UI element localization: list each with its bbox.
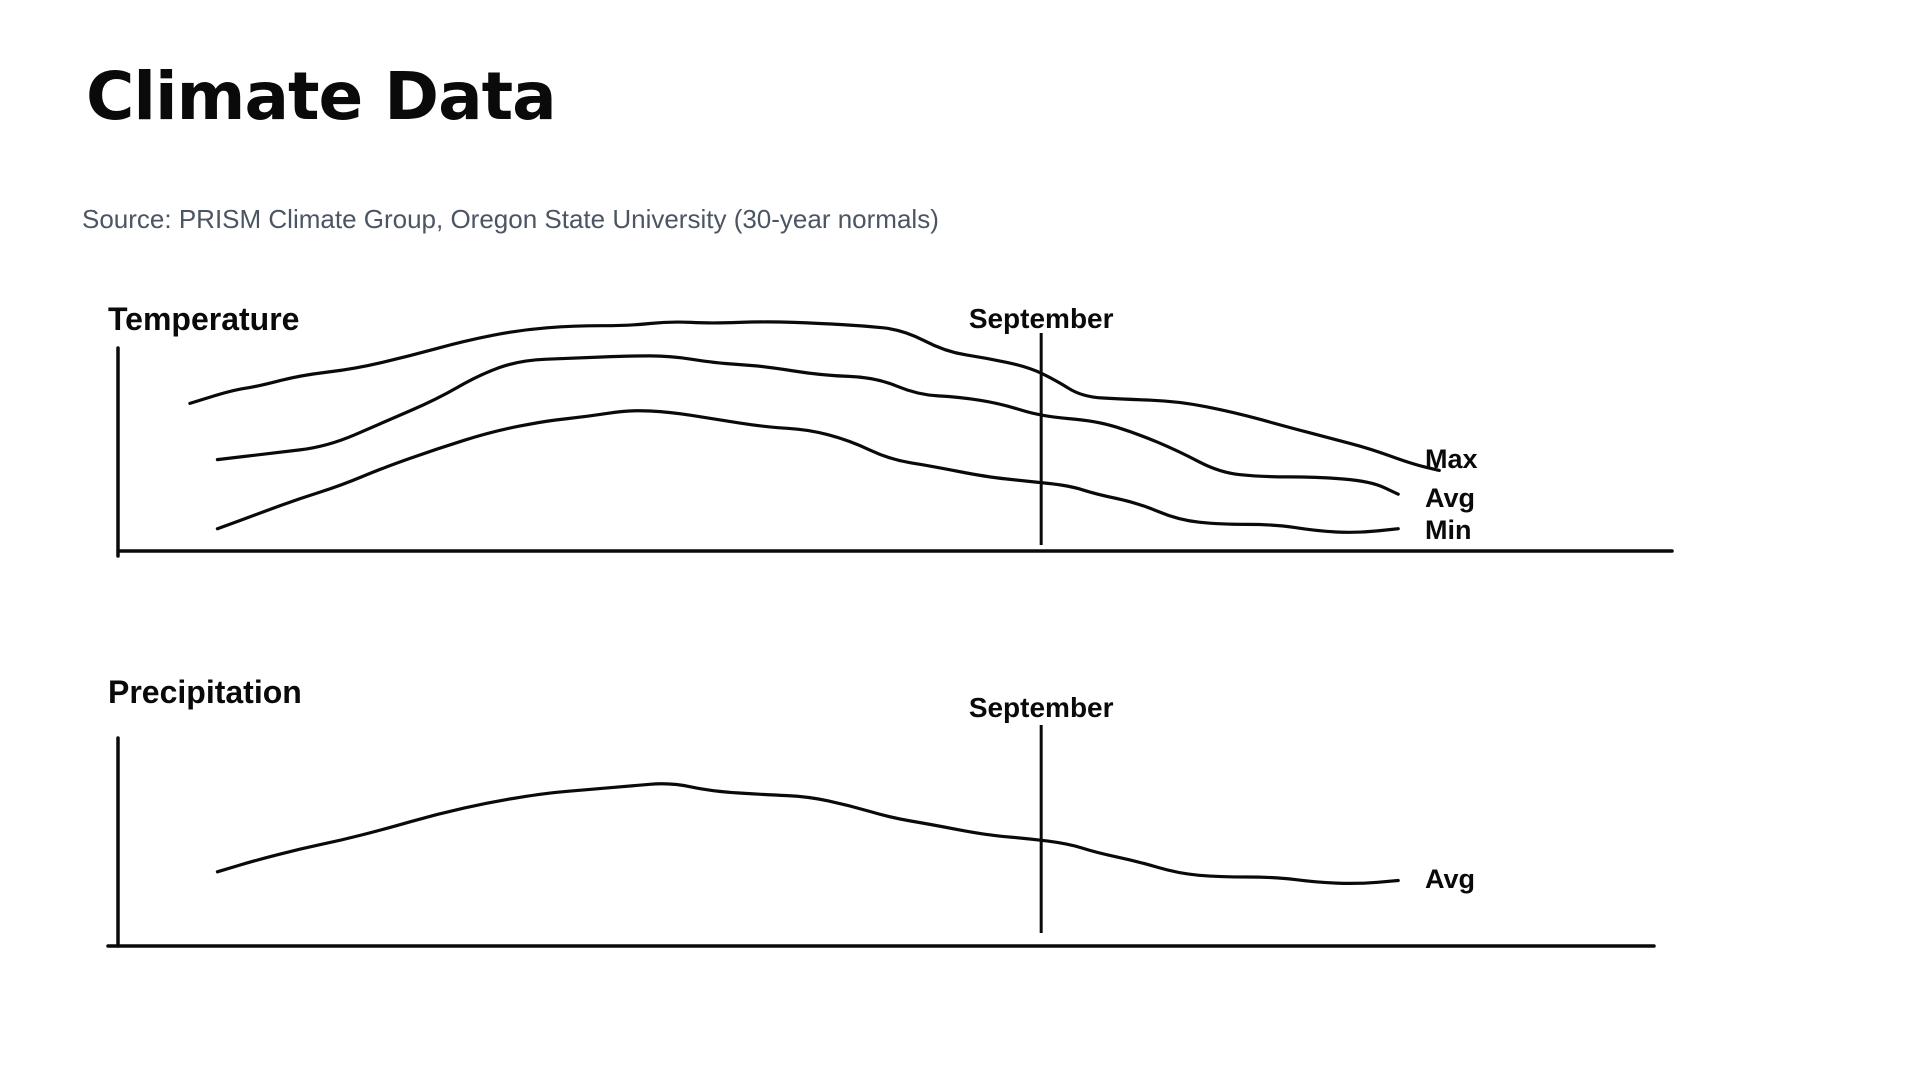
precipitation-series-avg-label: Avg	[1425, 864, 1475, 894]
precipitation-chart: Precipitation September Avg	[106, 674, 1656, 948]
precipitation-chart-title: Precipitation	[108, 674, 302, 710]
temperature-september-marker-label: September	[969, 303, 1114, 334]
temperature-series-avg-line	[215, 354, 1400, 496]
precipitation-september-marker-label: September	[969, 692, 1114, 723]
page-title: Climate Data	[86, 58, 557, 135]
temperature-series-max-line	[188, 320, 1441, 472]
precipitation-series-avg-line	[215, 782, 1400, 886]
temperature-series-min-label: Min	[1425, 515, 1472, 545]
temperature-series-max-label: Max	[1425, 444, 1478, 474]
temperature-chart-title: Temperature	[108, 301, 299, 337]
temperature-series-avg-label: Avg	[1425, 483, 1475, 513]
temperature-series-min-line	[215, 409, 1400, 534]
source-citation: Source: PRISM Climate Group, Oregon Stat…	[82, 204, 939, 234]
